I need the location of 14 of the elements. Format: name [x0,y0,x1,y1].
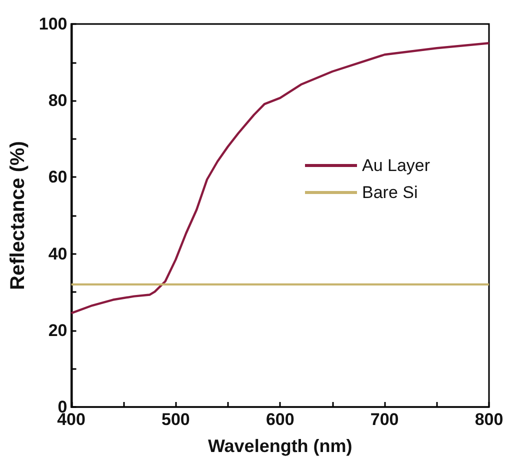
y-axis-title: Reflectance (%) [7,141,29,290]
y-tick-label: 60 [48,168,68,187]
legend-label: Au Layer [362,156,430,175]
y-tick-label: 100 [38,14,68,34]
y-tick-label: 80 [48,91,68,110]
x-axis-title: Wavelength (nm) [208,436,352,456]
line-series [70,42,490,314]
y-tick-label: 20 [48,320,68,340]
x-tick-label: 800 [474,410,504,429]
y-tick-label: 40 [48,244,68,264]
x-tick-label: 500 [162,410,190,429]
x-tick-label: 700 [370,410,399,429]
legend-label: Bare Si [362,183,418,202]
x-tick-label: 600 [266,410,294,429]
